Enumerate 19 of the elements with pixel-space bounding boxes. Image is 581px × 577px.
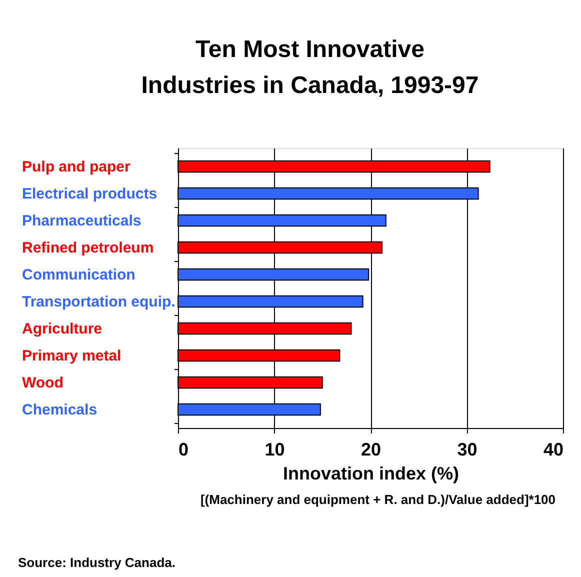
text: [(Machinery and equipment + R. and D.)/Value added]*100: [200, 492, 556, 507]
y-tick-label: Primary metal: [22, 348, 122, 364]
y-tick-label: Communication: [22, 266, 136, 284]
y-tick-label: Chemicals: [22, 402, 98, 418]
y-tick-label: Electrical products: [22, 186, 158, 202]
y-tick-label: Pharmaceuticals: [22, 212, 142, 230]
y-tick-label: Agriculture: [22, 320, 102, 338]
x-tick-label: 20: [360, 440, 382, 460]
x-tick-label: 40: [543, 440, 564, 460]
y-tick-label: Transportation equip.: [22, 294, 176, 310]
source-note: Source: Industry Canada.: [18, 555, 176, 570]
x-tick-label: 10: [264, 440, 285, 460]
y-tick-label: Refined petroleum: [22, 240, 154, 256]
x-axis-title: Innovation index (%): [282, 464, 460, 484]
x-tick-label: 0: [178, 440, 189, 460]
y-tick-label: Wood: [22, 374, 64, 392]
chart-title: Ten Most Innovative Industries in Canada, 1993-97: [141, 36, 479, 99]
y-tick-label: Pulp and paper: [22, 158, 131, 176]
x-tick-label: 30: [457, 440, 478, 460]
